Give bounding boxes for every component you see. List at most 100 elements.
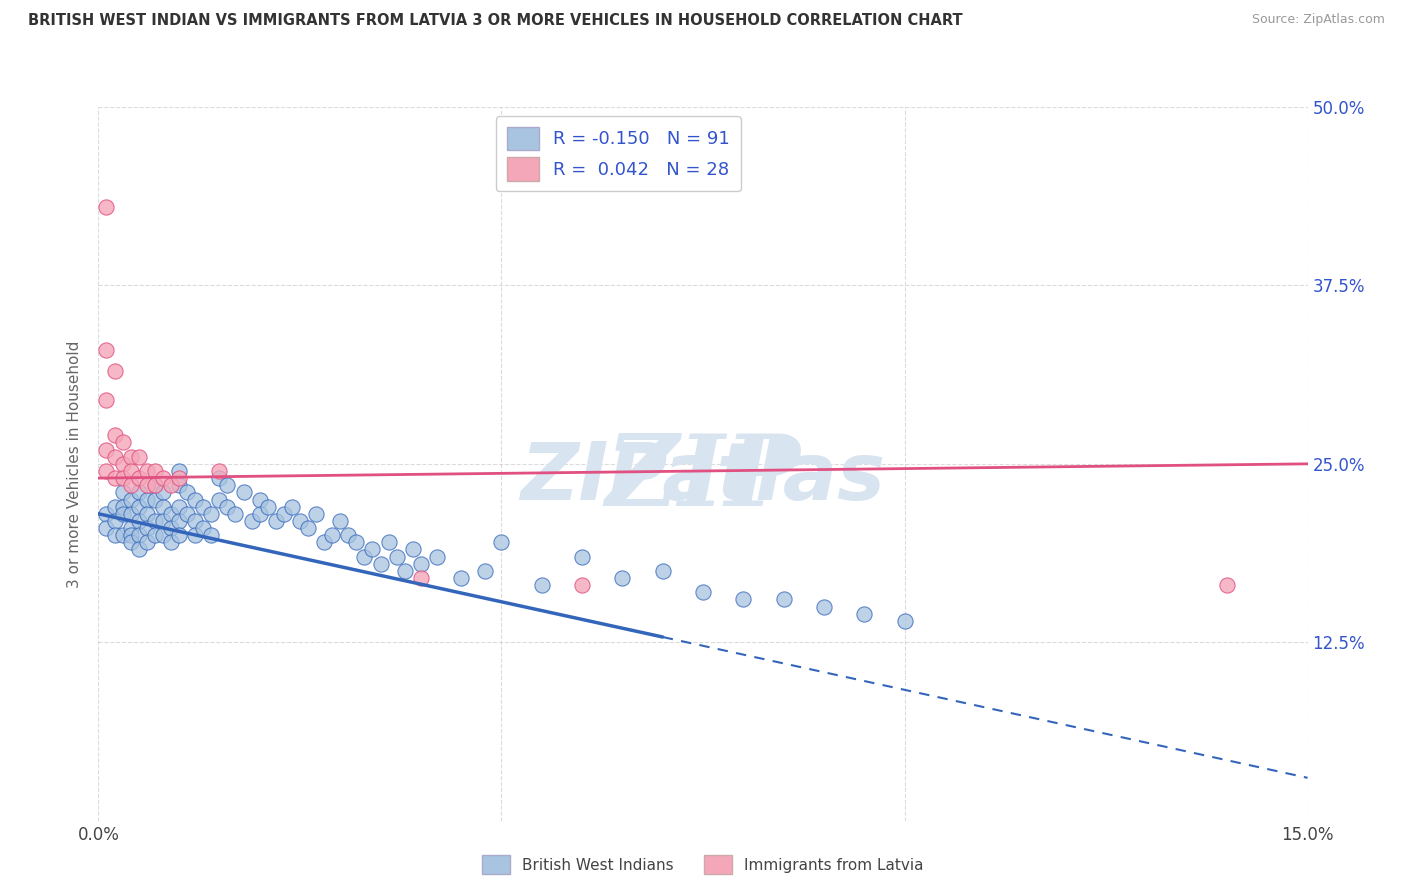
Point	[103, 364, 125, 378]
Point	[143, 492, 166, 507]
Point	[344, 535, 367, 549]
Point	[208, 471, 231, 485]
Point	[612, 571, 634, 585]
Point	[733, 592, 755, 607]
Point	[135, 492, 157, 507]
Point	[353, 549, 375, 564]
Point	[256, 500, 278, 514]
Point	[377, 535, 399, 549]
Point	[772, 592, 794, 607]
Point	[111, 500, 134, 514]
Point	[128, 471, 150, 485]
Point	[167, 464, 190, 478]
Point	[135, 478, 157, 492]
Point	[128, 514, 150, 528]
Point	[491, 535, 513, 549]
Point	[167, 471, 190, 485]
Point	[128, 485, 150, 500]
Point	[217, 478, 239, 492]
Point	[450, 571, 472, 585]
Point	[96, 392, 118, 407]
Point	[273, 507, 295, 521]
Point	[152, 514, 174, 528]
Text: ZIP: ZIP	[606, 430, 800, 526]
Point	[167, 514, 190, 528]
Point	[143, 478, 166, 492]
Point	[111, 471, 134, 485]
Legend: British West Indians, Immigrants from Latvia: British West Indians, Immigrants from La…	[477, 849, 929, 880]
Point	[135, 535, 157, 549]
Point	[288, 514, 311, 528]
Point	[120, 507, 142, 521]
Point	[96, 521, 118, 535]
Point	[893, 614, 915, 628]
Point	[184, 492, 207, 507]
Point	[1216, 578, 1239, 592]
Text: Source: ZipAtlas.com: Source: ZipAtlas.com	[1251, 13, 1385, 27]
Point	[264, 514, 287, 528]
Point	[249, 507, 271, 521]
Point	[152, 500, 174, 514]
Point	[128, 528, 150, 542]
Point	[120, 464, 142, 478]
Point	[103, 514, 125, 528]
Point	[103, 450, 125, 464]
Point	[208, 464, 231, 478]
Point	[160, 507, 183, 521]
Point	[297, 521, 319, 535]
Point	[111, 507, 134, 521]
Point	[152, 485, 174, 500]
Point	[249, 492, 271, 507]
Point	[193, 500, 215, 514]
Text: ZIPatlas: ZIPatlas	[520, 439, 886, 517]
Point	[329, 514, 352, 528]
Point	[385, 549, 408, 564]
Legend: R = -0.150   N = 91, R =  0.042   N = 28: R = -0.150 N = 91, R = 0.042 N = 28	[496, 116, 741, 192]
Point	[128, 500, 150, 514]
Point	[143, 514, 166, 528]
Point	[96, 507, 118, 521]
Point	[853, 607, 876, 621]
Point	[120, 535, 142, 549]
Point	[167, 528, 190, 542]
Point	[96, 464, 118, 478]
Point	[314, 535, 336, 549]
Point	[394, 564, 416, 578]
Point	[167, 500, 190, 514]
Point	[135, 464, 157, 478]
Point	[111, 528, 134, 542]
Point	[232, 485, 254, 500]
Point	[208, 492, 231, 507]
Point	[200, 528, 222, 542]
Point	[152, 528, 174, 542]
Point	[305, 507, 328, 521]
Point	[160, 535, 183, 549]
Point	[530, 578, 553, 592]
Point	[474, 564, 496, 578]
Point	[111, 435, 134, 450]
Point	[571, 549, 593, 564]
Point	[135, 521, 157, 535]
Point	[409, 571, 432, 585]
Point	[184, 528, 207, 542]
Point	[176, 485, 198, 500]
Point	[402, 542, 425, 557]
Point	[120, 528, 142, 542]
Point	[281, 500, 304, 514]
Point	[370, 557, 392, 571]
Point	[224, 507, 246, 521]
Point	[160, 478, 183, 492]
Y-axis label: 3 or more Vehicles in Household: 3 or more Vehicles in Household	[67, 340, 83, 588]
Point	[96, 200, 118, 214]
Point	[193, 521, 215, 535]
Point	[103, 528, 125, 542]
Point	[409, 557, 432, 571]
Point	[120, 478, 142, 492]
Point	[120, 492, 142, 507]
Point	[120, 450, 142, 464]
Point	[111, 485, 134, 500]
Point	[361, 542, 384, 557]
Point	[692, 585, 714, 599]
Point	[143, 528, 166, 542]
Point	[120, 521, 142, 535]
